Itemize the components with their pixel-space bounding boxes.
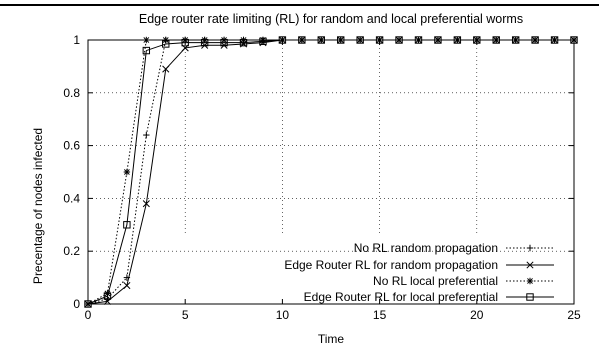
y-tick-label: 1 [73,33,80,47]
x-tick-label: 0 [85,308,92,322]
data-point [200,38,209,47]
x-tick-label: 25 [567,308,581,322]
plot-frame [87,39,575,305]
data-point [123,168,131,176]
legend-label: Edge Router RL for random propagation [284,258,498,272]
y-tick-label: 0.4 [63,191,80,205]
legend: No RL random propagation Edge Router RL f… [284,241,554,304]
x-tick-label: 20 [470,308,484,322]
data-point [162,40,170,48]
x-tick-label: 15 [373,308,387,322]
legend-label: Edge Router RL for local preferential [304,290,498,304]
top-rule [0,4,599,6]
legend-marker [526,277,534,285]
data-point [201,41,209,49]
data-point [181,38,189,47]
y-tick-label: 0 [73,297,80,311]
y-tick-label: 0.8 [63,86,80,100]
grid-lines [88,40,574,252]
data-point [123,281,131,290]
y-tick-label: 0.2 [63,244,80,258]
data-point [220,41,228,49]
legend-marker [526,244,534,252]
y-tick-label: 0.6 [63,139,80,153]
x-axis-label: Time [318,332,345,346]
chart-title: Edge router rate limiting (RL) for rando… [139,12,523,26]
legend-label: No RL random propagation [354,241,498,255]
legend-marker [526,261,534,269]
legend-label: No RL local preferential [373,274,498,288]
x-tick-label: 5 [182,308,189,322]
data-point [103,292,112,300]
x-tick-label: 10 [276,308,290,322]
data-point [220,38,228,47]
data-point [123,221,131,229]
legend-marker [526,293,534,301]
data-point [142,46,151,55]
data-point [162,65,170,73]
data-point [142,200,150,208]
data-point [143,131,150,139]
data-point [239,38,248,47]
y-axis-label: Precentage of nodes infected [31,128,45,284]
data-point [259,37,267,46]
